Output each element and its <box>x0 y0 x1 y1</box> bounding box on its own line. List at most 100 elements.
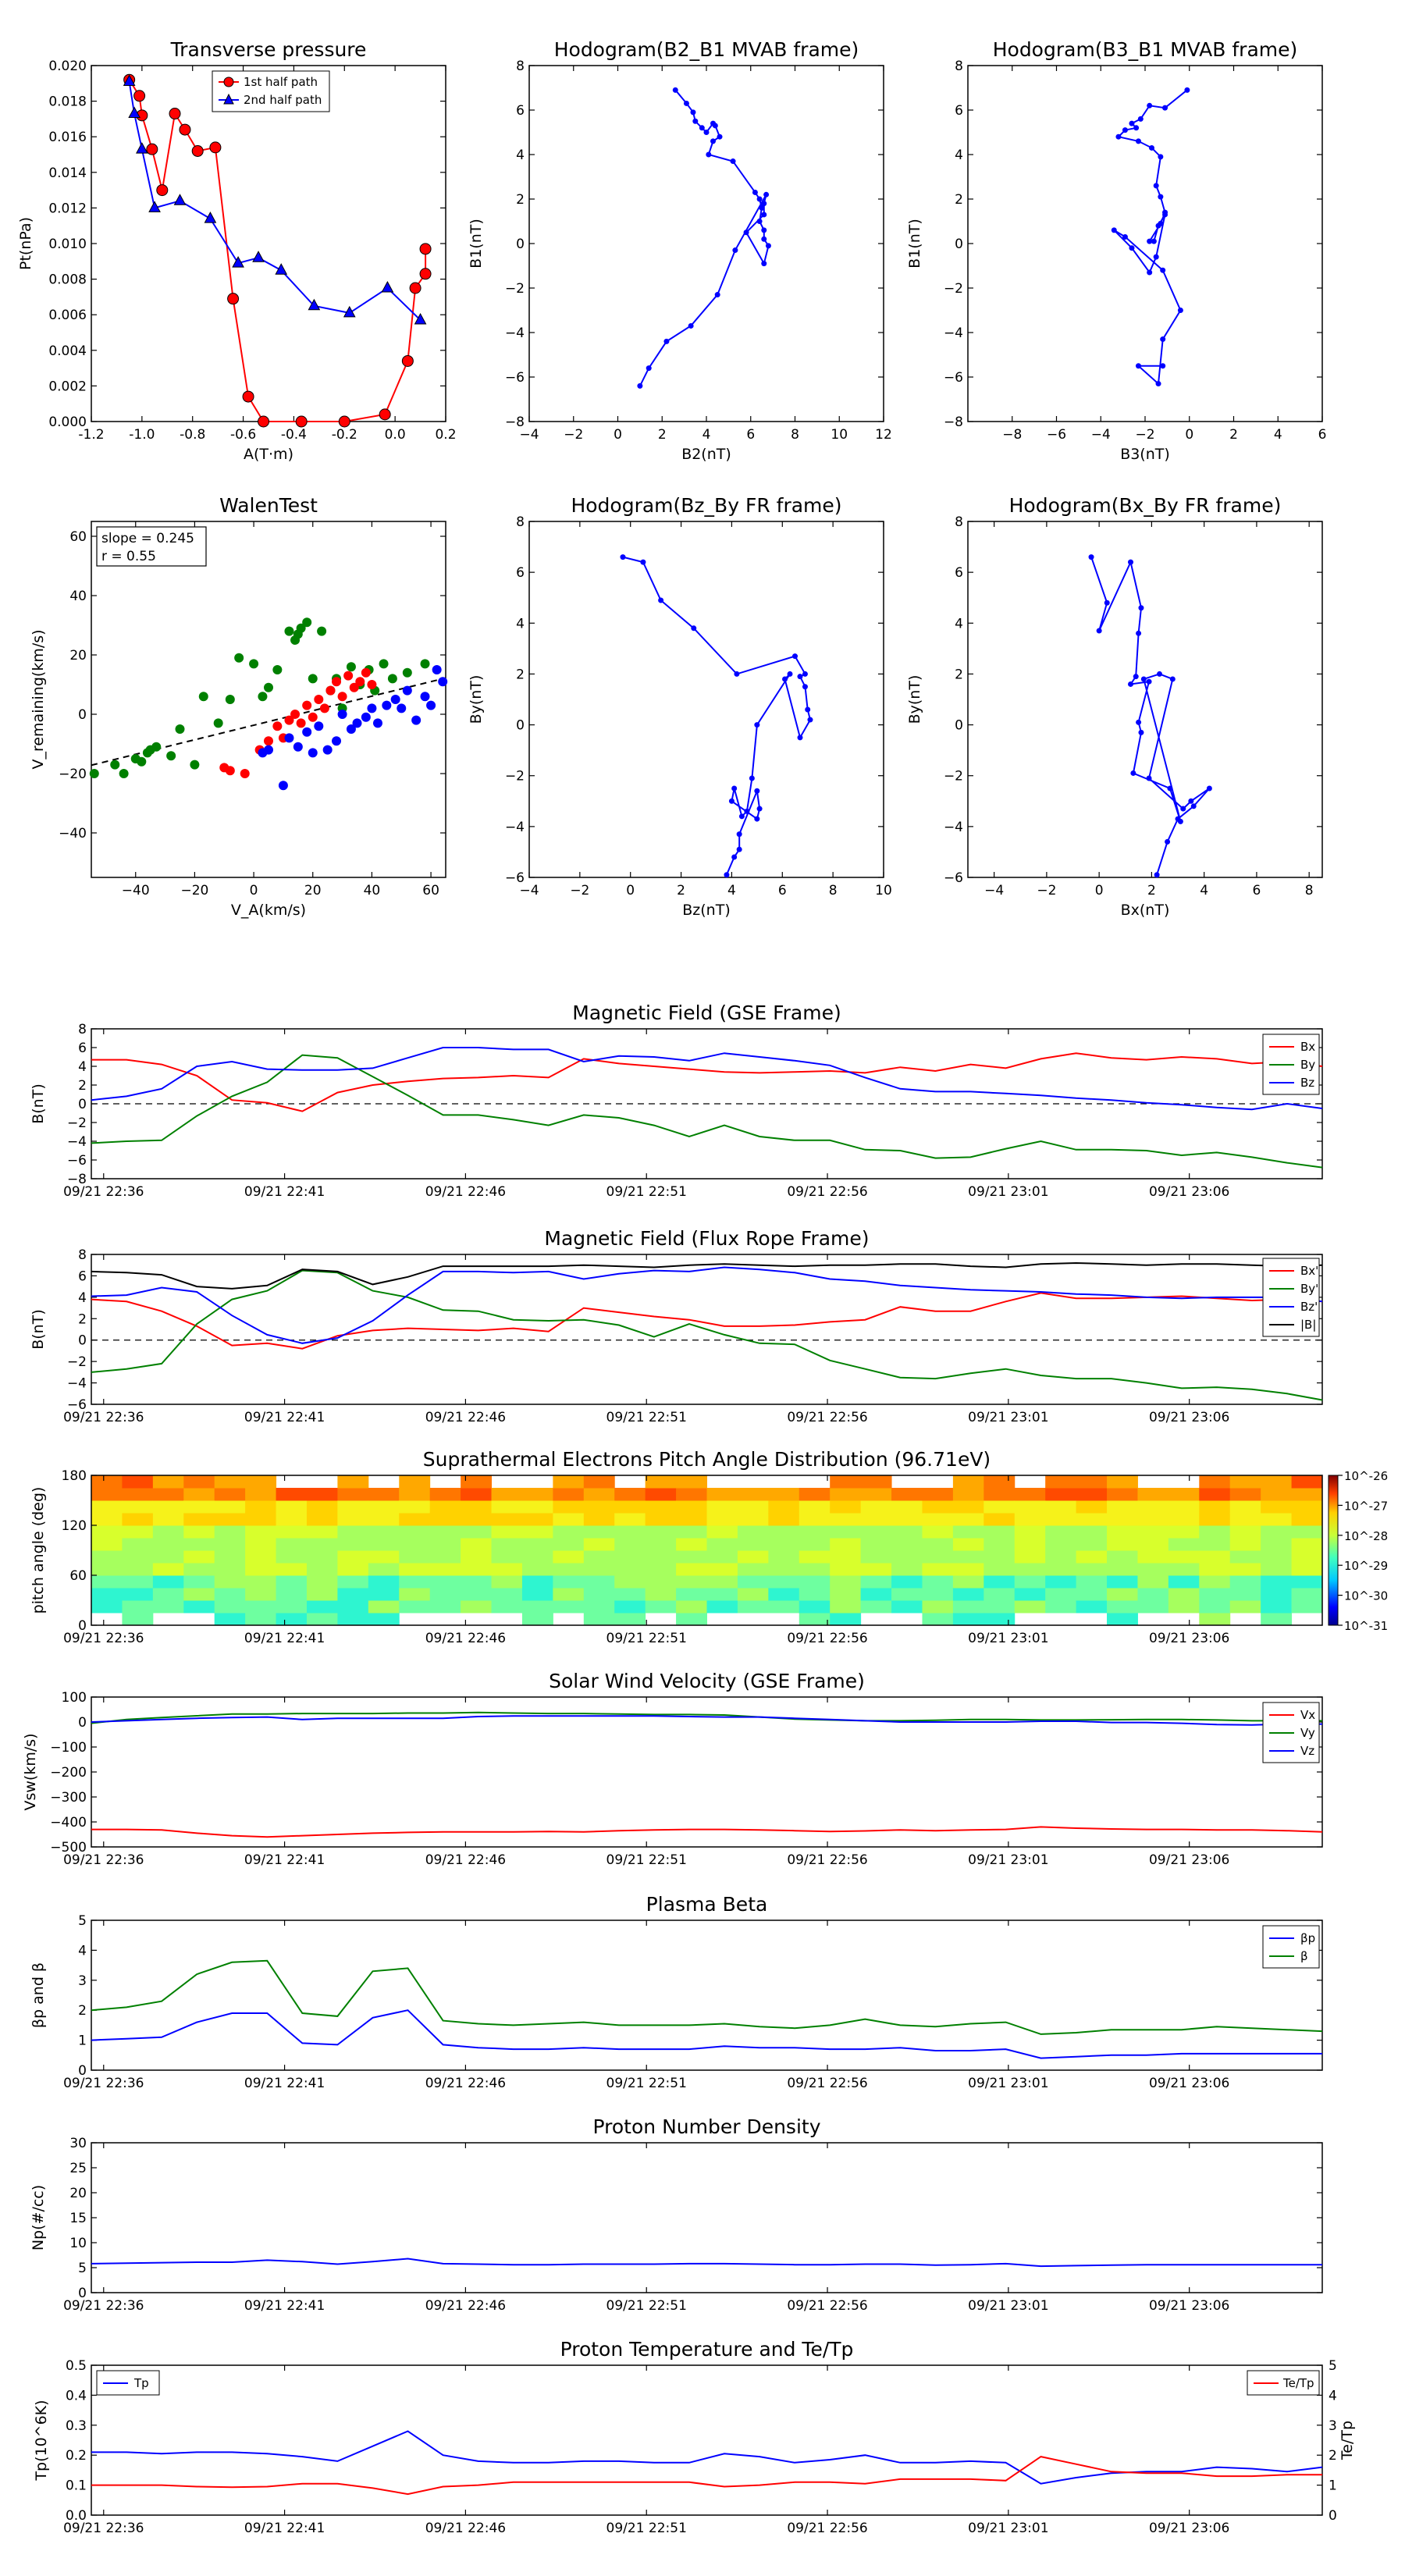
chart-6: Magnetic Field (GSE Frame) −8 −6 −4 −2 0 2 4 6 8 B… <box>30 1002 1323 1200</box>
time-tick-label: 09/21 22:46 <box>425 2521 506 2536</box>
heatmap-cell <box>583 1588 615 1601</box>
data-point-triangle <box>123 74 136 87</box>
x-tick-label: −2 <box>570 883 589 898</box>
series-line-1 <box>91 1269 1323 1401</box>
y-tick-label: 6 <box>516 103 525 119</box>
heatmap-cell <box>276 1488 308 1501</box>
hodogram-point <box>743 229 749 236</box>
y-tick-label: 0 <box>78 1097 87 1112</box>
heatmap-cell <box>952 1538 984 1551</box>
right-tick-label: 3 <box>1329 2418 1337 2434</box>
time-tick-label: 09/21 23:01 <box>968 1631 1048 1646</box>
heatmap-cell <box>152 1550 184 1564</box>
time-tick-label: 09/21 22:36 <box>63 2521 144 2536</box>
scatter-point <box>402 685 412 696</box>
hodogram-point <box>734 671 740 677</box>
hodogram-point <box>1111 227 1117 233</box>
heatmap-cell <box>614 1488 646 1501</box>
colorbar-tick-label: 10^-29 <box>1344 1559 1388 1573</box>
heatmap-cell <box>614 1613 646 1626</box>
right-tick-label: 5 <box>1329 2358 1337 2374</box>
heatmap-cell <box>676 1588 707 1601</box>
y-tick-label: 6 <box>955 103 963 119</box>
heatmap-cell <box>706 1550 738 1564</box>
hodogram-point <box>1154 872 1160 878</box>
heatmap-cell <box>1137 1600 1169 1614</box>
heatmap-cell <box>583 1563 615 1576</box>
scatter-point <box>225 766 235 776</box>
y-tick-label: 30 <box>69 2136 87 2151</box>
hodogram-point <box>724 872 730 878</box>
r-annotation: r = 0.55 <box>101 549 156 564</box>
heatmap-cell <box>461 1475 493 1489</box>
y-tick-label: 2 <box>78 1078 87 1094</box>
hodogram-point <box>691 625 697 632</box>
scatter-point <box>397 703 407 713</box>
hodogram-point <box>1137 116 1144 122</box>
heatmap-cell <box>399 1488 431 1501</box>
data-point-circle <box>338 415 350 428</box>
data-point-triangle <box>148 201 161 212</box>
legend-label: Bz' <box>1300 1300 1318 1314</box>
heatmap-cell <box>768 1600 800 1614</box>
data-point-circle <box>169 108 181 120</box>
heatmap-cell <box>1076 1600 1108 1614</box>
heatmap-cell <box>830 1488 862 1501</box>
heatmap-cell <box>799 1538 831 1551</box>
time-tick-label: 09/21 22:41 <box>244 1852 325 1868</box>
scatter-point <box>372 718 382 728</box>
data-point-circle <box>133 90 146 102</box>
heatmap-cell <box>429 1488 461 1501</box>
time-tick-label: 09/21 22:56 <box>787 2521 867 2536</box>
heatmap-cell <box>768 1538 800 1551</box>
y-tick-label: −6 <box>944 870 963 886</box>
heatmap-cell <box>1168 1550 1200 1564</box>
hodogram-point <box>1165 838 1171 845</box>
time-tick-label: 09/21 22:51 <box>606 2521 687 2536</box>
hodogram-point <box>1129 120 1135 126</box>
heatmap-cell <box>645 1525 677 1539</box>
heatmap-cell <box>122 1525 154 1539</box>
y-tick-label: −2 <box>505 281 525 297</box>
scatter-point <box>346 662 356 672</box>
y-tick-label: −2 <box>67 1354 87 1370</box>
scatter-point <box>317 626 327 636</box>
heatmap-cell <box>122 1513 154 1526</box>
heatmap-cell <box>245 1613 277 1626</box>
heatmap-cell <box>368 1550 400 1564</box>
heatmap-cell <box>645 1500 677 1514</box>
heatmap-cell <box>245 1588 277 1601</box>
heatmap-cell <box>276 1525 308 1539</box>
heatmap-cell <box>214 1563 246 1576</box>
heatmap-cell <box>1137 1513 1169 1526</box>
hodogram-point <box>782 676 788 682</box>
y-tick-label: −8 <box>505 415 525 430</box>
heatmap-cell <box>122 1588 154 1601</box>
hodogram-point <box>1160 363 1166 369</box>
x-tick-label: −4 <box>1091 427 1111 443</box>
chart-title: Magnetic Field (Flux Rope Frame) <box>544 1227 869 1250</box>
hodogram-point <box>688 322 694 329</box>
heatmap-cell <box>1045 1488 1077 1501</box>
hodogram-point <box>756 806 763 812</box>
heatmap-cell <box>553 1513 585 1526</box>
heatmap-cell <box>91 1513 123 1526</box>
heatmap-cell <box>922 1563 954 1576</box>
heatmap-cell <box>183 1500 215 1514</box>
heatmap-cell <box>337 1538 369 1551</box>
x-tick-label: 20 <box>304 883 322 898</box>
heatmap-cell <box>1261 1588 1293 1601</box>
time-tick-label: 09/21 23:01 <box>968 2521 1048 2536</box>
time-tick-label: 09/21 22:36 <box>63 2298 144 2314</box>
hodogram-point <box>1147 238 1153 244</box>
heatmap-cell <box>1137 1500 1169 1514</box>
heatmap-cell <box>1261 1488 1293 1501</box>
data-point-circle <box>419 243 432 255</box>
x-tick-label: 2 <box>1147 883 1156 898</box>
x-tick-label: −4 <box>984 883 1004 898</box>
legend-box <box>212 70 330 112</box>
heatmap-cell <box>214 1550 246 1564</box>
legend-label: β <box>1300 1949 1308 1963</box>
y-tick-label: 0.014 <box>48 165 87 181</box>
plot-frame <box>91 521 446 878</box>
